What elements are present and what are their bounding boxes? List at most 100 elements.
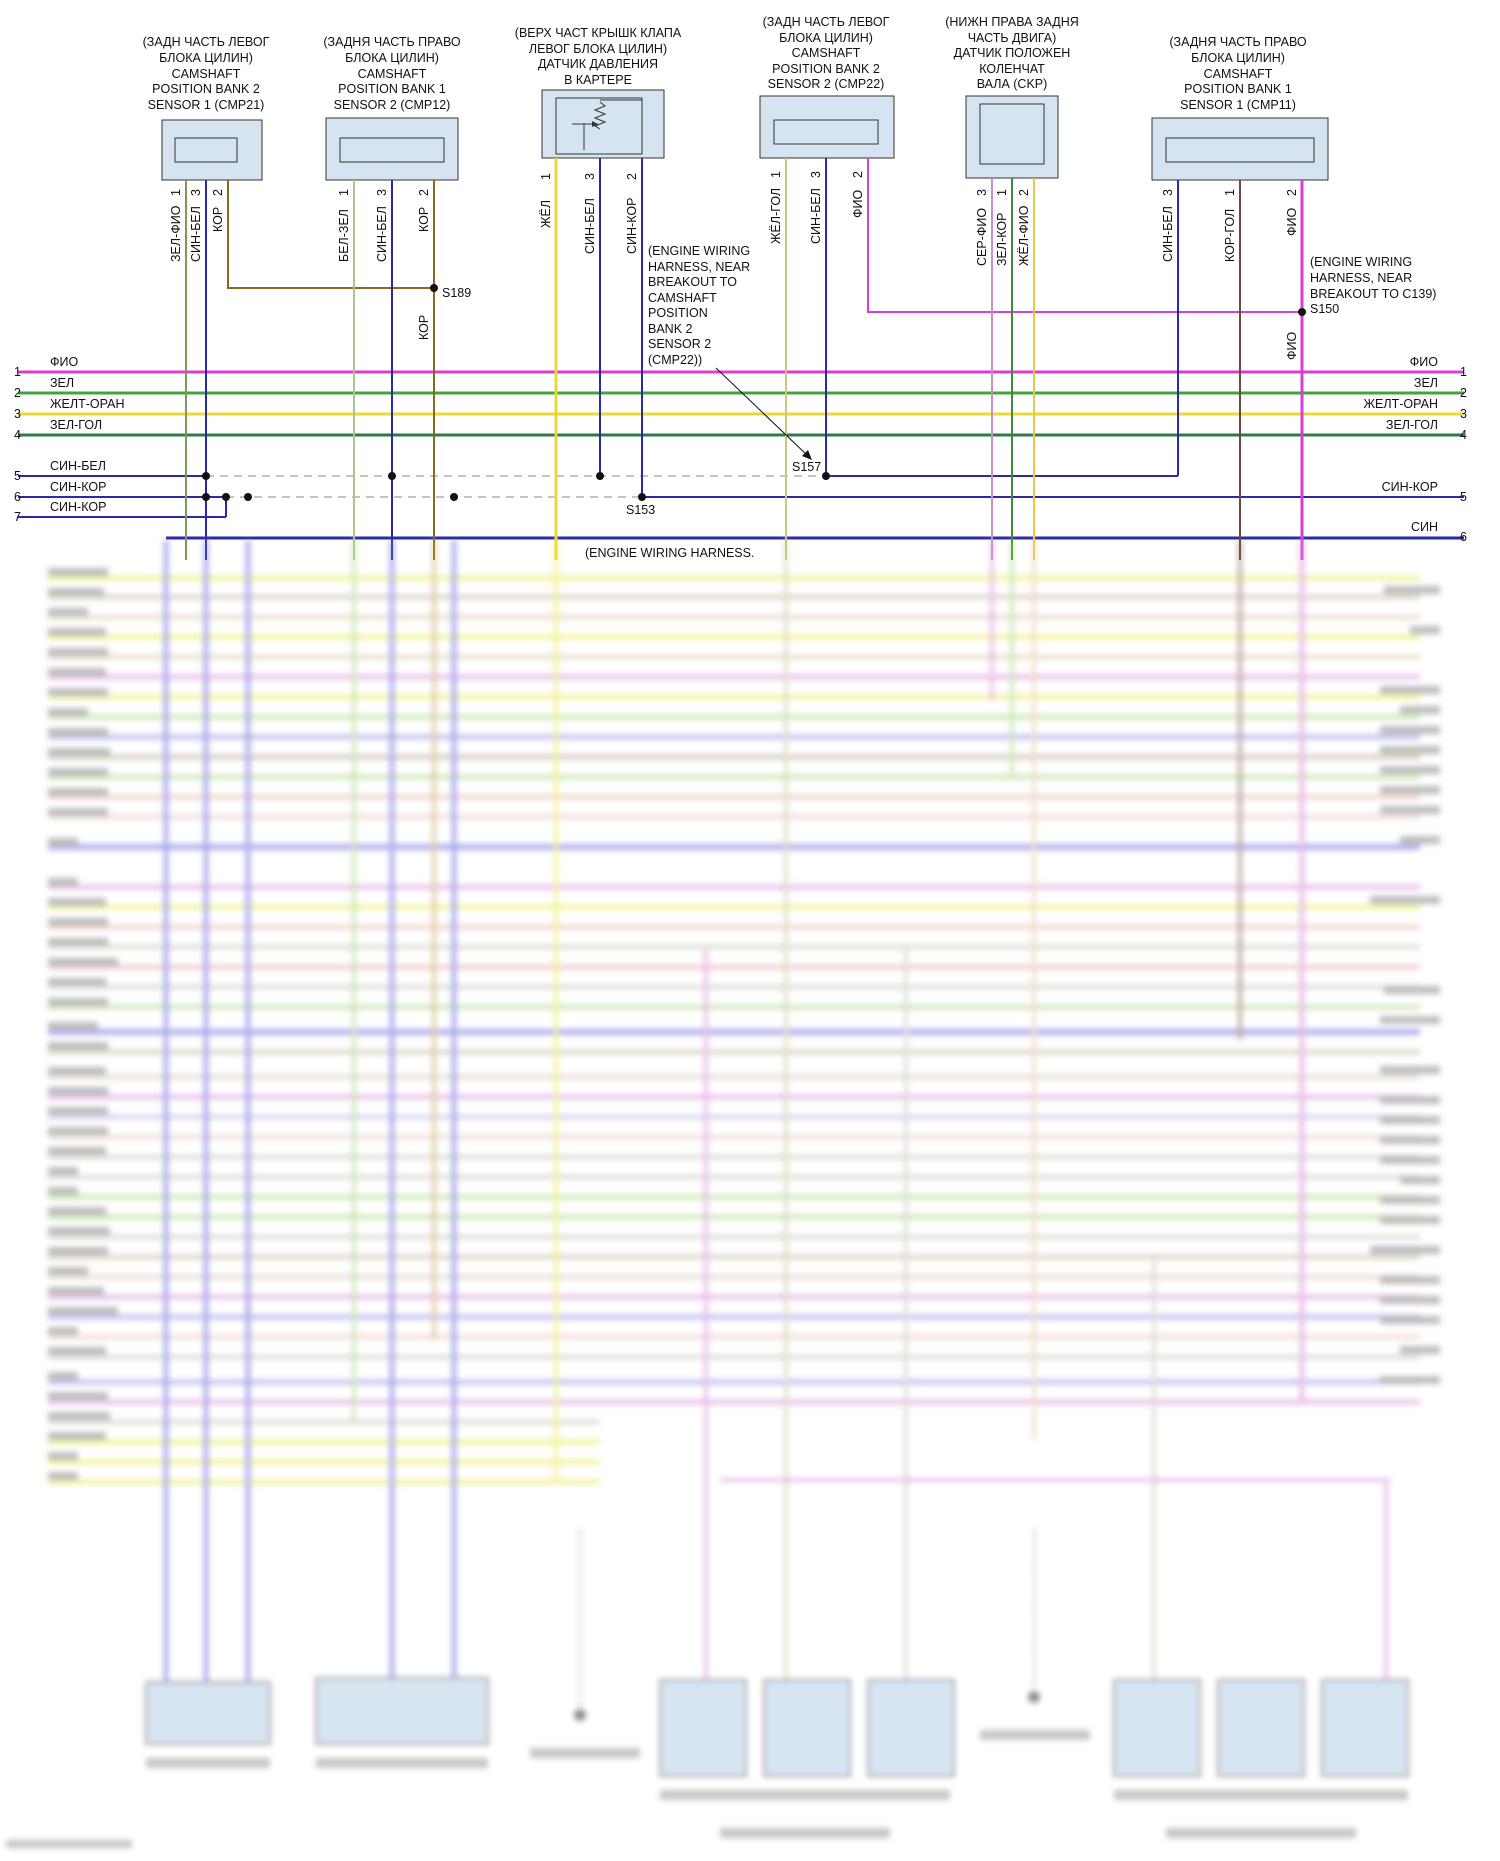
row-number: 4 xyxy=(14,428,21,442)
title-line: (ЗАДНЯ ЧАСТЬ ПРАВО xyxy=(1169,35,1307,49)
svg-text:BANK 2: BANK 2 xyxy=(648,322,693,336)
title-line: CAMSHAFT xyxy=(792,46,861,60)
svg-text:BREAKOUT TO C139): BREAKOUT TO C139) xyxy=(1310,287,1436,301)
wire-label: ФИО xyxy=(1285,332,1299,360)
wire-label: ЗЕЛ-КОР xyxy=(995,213,1009,266)
svg-text:SENSOR 2: SENSOR 2 xyxy=(648,337,711,351)
svg-text:(CMP22)): (CMP22)) xyxy=(648,353,702,367)
title-line: ДАТЧИК ПОЛОЖЕН xyxy=(954,46,1071,60)
splice-s157: S157 (ENGINE WIRING HARNESS, NEAR BREAKO… xyxy=(648,244,830,480)
title-line: CAMSHAFT xyxy=(358,67,427,81)
row-number: 2 xyxy=(14,386,21,400)
junction-dots xyxy=(202,472,604,501)
svg-text:POSITION: POSITION xyxy=(648,306,708,320)
pin-number: 1 xyxy=(539,173,553,180)
row-number: 5 xyxy=(1460,490,1467,504)
title-line: (ЗАДНЯ ЧАСТЬ ПРАВО xyxy=(323,35,461,49)
svg-text:S157: S157 xyxy=(792,460,821,474)
row-number: 1 xyxy=(1460,365,1467,379)
row-number: 4 xyxy=(1460,428,1467,442)
pin-number: 1 xyxy=(1223,189,1237,196)
title-line: (НИЖН ПРАВА ЗАДНЯ xyxy=(945,15,1079,29)
component-box-cmp11 xyxy=(1151,117,1329,181)
blurred-lower-region xyxy=(6,540,1440,1848)
title-line: POSITION BANK 1 xyxy=(338,82,446,96)
wire-label: СИН-БЕЛ xyxy=(189,206,203,262)
wire-label: СИН-БЕЛ xyxy=(1161,206,1175,262)
row-number: 2 xyxy=(1460,386,1467,400)
vertical-wires xyxy=(185,158,1304,560)
component-box-cmp12 xyxy=(325,117,459,181)
title-line: SENSOR 1 (CMP11) xyxy=(1180,98,1296,112)
pin-number: 2 xyxy=(211,189,225,196)
title-line: SENSOR 1 (CMP21) xyxy=(148,98,265,112)
leader-arrow-icon xyxy=(802,450,812,460)
title-line: БЛОКА ЦИЛИН) xyxy=(779,31,873,45)
title-line: POSITION BANK 2 xyxy=(772,62,880,76)
row-number: 6 xyxy=(1460,530,1467,544)
title-line: POSITION BANK 2 xyxy=(152,82,260,96)
wire-label: СИН-БЕЛ xyxy=(375,206,389,262)
component-box-cmp22 xyxy=(759,95,895,159)
component-box-crankcase-pressure xyxy=(541,89,665,159)
title-line: В КАРТЕРЕ xyxy=(564,73,632,87)
pin-number: 1 xyxy=(337,189,351,196)
wire-label: ЗЕЛ-ФИО xyxy=(169,205,183,262)
splice-s150: S150 (ENGINE WIRING HARNESS, NEAR BREAKO… xyxy=(1298,255,1436,316)
row-number: 1 xyxy=(14,365,21,379)
svg-text:S153: S153 xyxy=(626,503,655,517)
svg-text:S150: S150 xyxy=(1310,302,1339,316)
row-label: ФИО xyxy=(50,355,78,369)
wire-label: БЕЛ-ЗЕЛ xyxy=(337,209,351,262)
row-label: ЖЕЛТ-ОРАН xyxy=(50,397,124,411)
row-label: СИН-КОР xyxy=(50,480,106,494)
svg-text:S189: S189 xyxy=(442,286,471,300)
svg-text:(ENGINE WIRING HARNESS.: (ENGINE WIRING HARNESS. xyxy=(585,546,754,560)
wire-label: КОР xyxy=(417,315,431,340)
pin-number: 1 xyxy=(169,189,183,196)
row-label: ЗЕЛ xyxy=(50,376,74,390)
row-label: ЗЕЛ-ГОЛ xyxy=(1386,418,1438,432)
row-label: ЖЕЛТ-ОРАН xyxy=(1364,397,1438,411)
svg-text:HARNESS, NEAR: HARNESS, NEAR xyxy=(648,260,750,274)
pin-number: 3 xyxy=(583,173,597,180)
title-line: SENSOR 2 (CMP12) xyxy=(334,98,451,112)
row-label: ФИО xyxy=(1410,355,1438,369)
svg-text:HARNESS, NEAR: HARNESS, NEAR xyxy=(1310,271,1412,285)
leader-line xyxy=(715,367,809,457)
title-line: БЛОКА ЦИЛИН) xyxy=(345,51,439,65)
component-title-ckp: (НИЖН ПРАВА ЗАДНЯ ЧАСТЬ ДВИГА) ДАТЧИК ПО… xyxy=(945,15,1079,91)
component-title-cmp21: (ЗАДН ЧАСТЬ ЛЕВОГ БЛОКА ЦИЛИН) CAMSHAFT … xyxy=(143,35,270,112)
row-number: 6 xyxy=(14,490,21,504)
wire-label: СИН-БЕЛ xyxy=(583,198,597,254)
pin-number: 2 xyxy=(1017,189,1031,196)
wire-label: КОР-ГОЛ xyxy=(1223,209,1237,262)
pin-number: 2 xyxy=(851,171,865,178)
title-line: ДАТЧИК ДАВЛЕНИЯ xyxy=(538,57,658,71)
pin-number: 3 xyxy=(189,189,203,196)
component-title-crankcase-pressure: (ВЕРХ ЧАСТ КРЫШК КЛАПА ЛЕВОГ БЛОКА ЦИЛИН… xyxy=(515,26,682,87)
row-number: 7 xyxy=(14,510,21,524)
blurred-right-labels xyxy=(1370,586,1440,1384)
wire-labels: ЗЕЛ-ФИО СИН-БЕЛ КОР БЕЛ-ЗЕЛ СИН-БЕЛ КОР … xyxy=(169,188,1299,360)
component-title-cmp22: (ЗАДН ЧАСТЬ ЛЕВОГ БЛОКА ЦИЛИН) CAMSHAFT … xyxy=(763,15,890,91)
row-number: 5 xyxy=(14,469,21,483)
diagram-top: (ЗАДН ЧАСТЬ ЛЕВОГ БЛОКА ЦИЛИН) CAMSHAFT … xyxy=(14,15,1467,560)
wire-label: СИН-БЕЛ xyxy=(809,188,823,244)
svg-text:CAMSHAFT: CAMSHAFT xyxy=(648,291,717,305)
row-label: ЗЕЛ-ГОЛ xyxy=(50,418,102,432)
pin-number: 1 xyxy=(769,171,783,178)
title-line: (ЗАДН ЧАСТЬ ЛЕВОГ xyxy=(763,15,890,29)
wire-label: СИН-КОР xyxy=(625,198,639,254)
svg-text:(ENGINE WIRING: (ENGINE WIRING xyxy=(1310,255,1412,269)
pin-number: 2 xyxy=(625,173,639,180)
svg-text:(ENGINE WIRING: (ENGINE WIRING xyxy=(648,244,750,258)
blurred-vertical-wires xyxy=(163,540,1390,1700)
component-box-ckp xyxy=(965,95,1059,179)
splice-s189: S189 xyxy=(430,284,471,300)
blurred-horizontal-wires xyxy=(48,575,1420,1485)
pin-numbers: 1 3 2 1 3 2 1 3 2 1 3 2 3 1 2 3 1 2 xyxy=(169,171,1299,196)
splice-s153: S153 (ENGINE WIRING HARNESS. xyxy=(585,493,754,560)
title-line: БЛОКА ЦИЛИН) xyxy=(1191,51,1285,65)
